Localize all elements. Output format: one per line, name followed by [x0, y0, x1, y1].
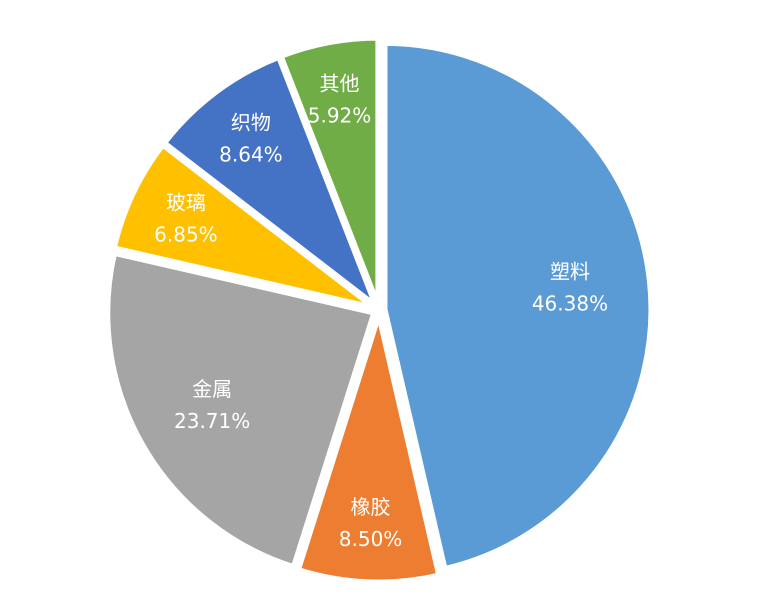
slice-label: 金属 [192, 377, 232, 401]
slice-label: 塑料 [550, 260, 590, 284]
pie-slice [277, 35, 381, 306]
slice-value-label: 6.85% [154, 222, 218, 246]
pie-slice [105, 250, 377, 570]
slice-value-label: 8.50% [339, 527, 403, 551]
slice-value-label: 8.64% [219, 143, 283, 167]
pie-slice [382, 40, 654, 572]
slice-label: 玻璃 [166, 190, 206, 214]
pie-slice [295, 306, 442, 585]
pie-slice [161, 54, 381, 313]
slice-label: 其他 [320, 72, 360, 96]
slice-label: 橡胶 [351, 495, 391, 519]
slice-value-label: 46.38% [532, 292, 608, 316]
slice-value-label: 23.71% [174, 409, 250, 433]
slice-value-label: 5.92% [308, 104, 372, 128]
pie-slice [111, 141, 376, 310]
slice-label: 织物 [231, 111, 271, 135]
